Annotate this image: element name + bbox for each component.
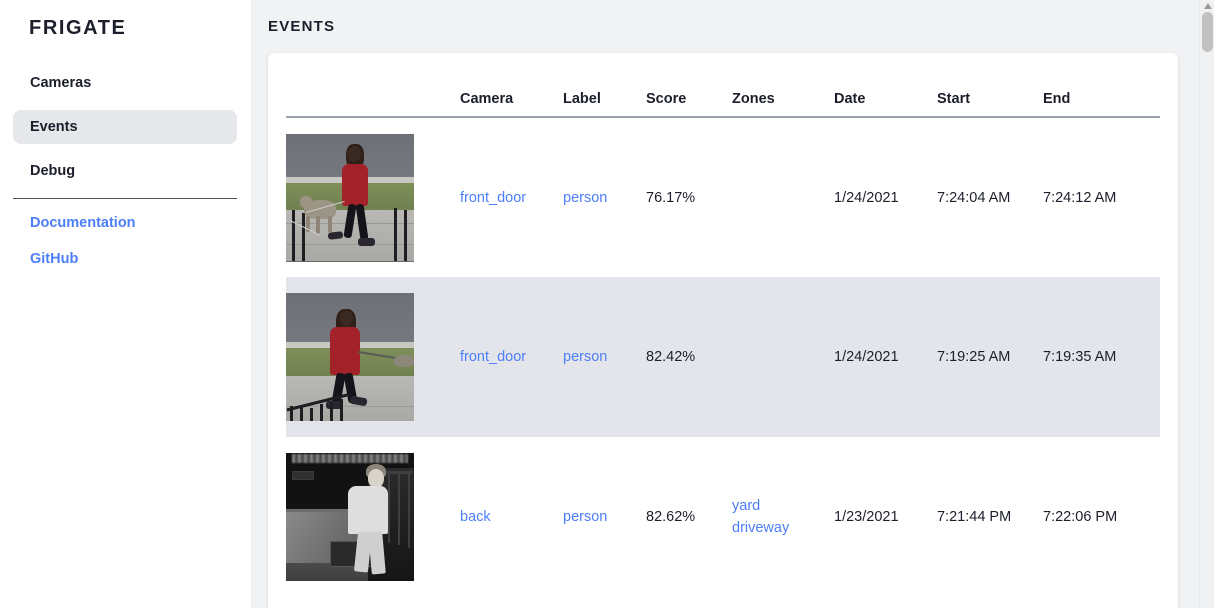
table-row[interactable]: front_door person 76.17% 1/24/2021 7:24:…: [286, 117, 1160, 277]
events-table-body: front_door person 76.17% 1/24/2021 7:24:…: [286, 117, 1160, 597]
column-header-thumbnail[interactable]: [286, 53, 460, 118]
column-header-score[interactable]: Score: [646, 53, 732, 118]
page-scrollbar[interactable]: [1199, 0, 1214, 608]
camera-timestamp-overlay: [292, 454, 408, 463]
chevron-up-icon[interactable]: [1204, 3, 1212, 9]
event-label-link[interactable]: person: [563, 189, 608, 206]
event-score-cell: 82.62%: [646, 509, 696, 525]
event-label-cell: person: [563, 437, 646, 597]
table-row[interactable]: front_door person 82.42% 1/24/2021 7:19:…: [286, 277, 1160, 437]
column-header-date[interactable]: Date: [834, 53, 937, 118]
column-header-end[interactable]: End: [1043, 53, 1160, 118]
event-start-cell: 7:24:04 AM: [937, 189, 1011, 206]
events-table: Camera Label Score Zones Date Start End: [286, 53, 1160, 597]
table-row[interactable]: back person 82.62% yard driveway 1/23/20…: [286, 437, 1160, 597]
event-end-cell: 7:19:35 AM: [1043, 349, 1117, 365]
column-header-camera[interactable]: Camera: [460, 53, 563, 118]
page-title: EVENTS: [268, 18, 336, 35]
event-score-cell: 76.17%: [646, 189, 696, 206]
event-date-cell: 1/24/2021: [834, 189, 899, 206]
event-zone-link[interactable]: driveway: [732, 520, 790, 536]
event-zone-link[interactable]: yard: [732, 498, 761, 514]
sidebar-link-github[interactable]: GitHub: [30, 251, 79, 267]
main-content: EVENTS Camera Label Score Zones Date Sta…: [251, 0, 1214, 608]
sidebar-item-events[interactable]: Events: [13, 110, 237, 144]
events-card: Camera Label Score Zones Date Start End: [268, 53, 1178, 608]
app-brand-title: FRIGATE: [29, 17, 127, 39]
event-label-link[interactable]: person: [563, 509, 608, 525]
event-camera-link[interactable]: back: [460, 509, 491, 525]
event-date-cell: 1/24/2021: [834, 349, 899, 365]
event-label-cell: person: [563, 277, 646, 437]
event-thumbnail-cell[interactable]: [286, 437, 460, 597]
sidebar: FRIGATE Cameras Events Debug Documentati…: [0, 0, 251, 608]
sidebar-item-label: Cameras: [30, 75, 92, 91]
event-camera-cell: front_door: [460, 117, 563, 277]
event-label-link[interactable]: person: [563, 349, 608, 365]
event-thumbnail-cell[interactable]: [286, 277, 460, 437]
event-zones-cell: yard driveway: [732, 437, 834, 597]
event-label-cell: person: [563, 117, 646, 277]
event-camera-link[interactable]: front_door: [460, 189, 527, 206]
scrollbar-thumb[interactable]: [1202, 12, 1213, 52]
event-thumbnail-image[interactable]: [286, 133, 414, 262]
column-header-zones[interactable]: Zones: [732, 53, 834, 118]
sidebar-link-documentation[interactable]: Documentation: [30, 215, 136, 231]
event-thumbnail-image[interactable]: [286, 293, 414, 421]
event-zones-cell: [732, 277, 834, 437]
event-thumbnail-image[interactable]: [286, 453, 414, 581]
event-start-cell: 7:19:25 AM: [937, 349, 1011, 365]
event-camera-link[interactable]: front_door: [460, 349, 527, 365]
sidebar-nav: Cameras Events Debug Documentation GitHu…: [0, 66, 251, 267]
event-zones-cell: [732, 117, 834, 277]
event-score-cell: 82.42%: [646, 349, 696, 365]
sidebar-item-cameras[interactable]: Cameras: [13, 66, 237, 100]
event-end-cell: 7:22:06 PM: [1043, 509, 1118, 525]
events-table-head: Camera Label Score Zones Date Start End: [286, 53, 1160, 118]
sidebar-item-label: Events: [30, 119, 78, 135]
sidebar-item-label: Debug: [30, 163, 76, 179]
event-camera-cell: back: [460, 437, 563, 597]
table-header-row: Camera Label Score Zones Date Start End: [286, 53, 1160, 118]
sidebar-item-debug[interactable]: Debug: [13, 154, 237, 188]
event-start-cell: 7:21:44 PM: [937, 509, 1012, 525]
event-date-cell: 1/23/2021: [834, 509, 899, 525]
event-end-cell: 7:24:12 AM: [1043, 189, 1117, 206]
event-camera-cell: front_door: [460, 277, 563, 437]
column-header-label[interactable]: Label: [563, 53, 646, 118]
column-header-start[interactable]: Start: [937, 53, 1043, 118]
sidebar-divider: [13, 198, 237, 199]
event-thumbnail-cell[interactable]: [286, 117, 460, 277]
